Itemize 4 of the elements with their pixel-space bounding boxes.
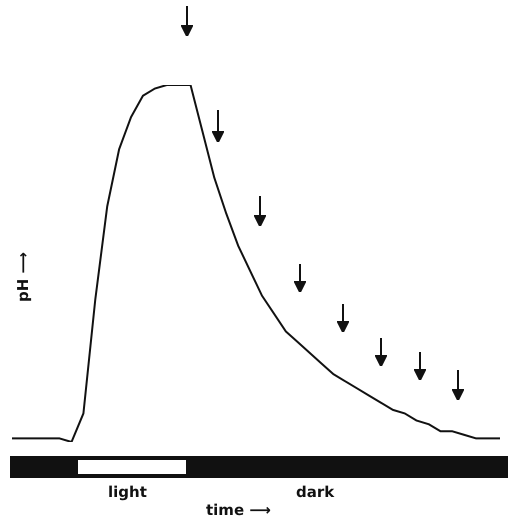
y-axis-title: pH ⟶: [14, 252, 32, 302]
x-axis-title: time ⟶: [206, 501, 271, 519]
text: light: [108, 483, 147, 501]
text: dark: [296, 483, 334, 501]
